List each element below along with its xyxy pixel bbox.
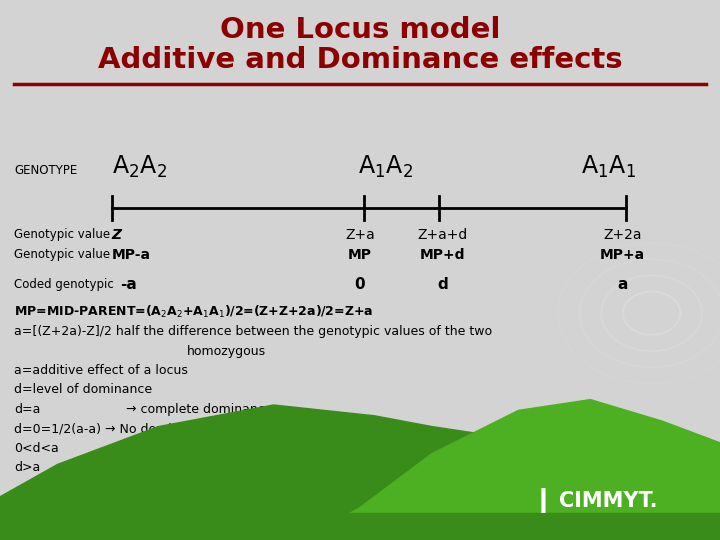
Text: → Overdominance: → Overdominance [126, 461, 240, 474]
Text: A$_1$A$_2$: A$_1$A$_2$ [358, 154, 413, 180]
Text: Genotypic value: Genotypic value [14, 248, 111, 261]
Text: Z+a: Z+a [345, 228, 375, 242]
Text: d=level of dominance: d=level of dominance [14, 383, 153, 396]
Text: d: d [438, 276, 448, 292]
Text: homozygous: homozygous [187, 345, 266, 357]
Polygon shape [0, 513, 720, 540]
Polygon shape [302, 400, 720, 540]
Text: A$_2$A$_2$: A$_2$A$_2$ [112, 154, 166, 180]
Text: CIMMYT.: CIMMYT. [559, 490, 657, 511]
Text: ❙: ❙ [533, 488, 554, 513]
Text: MP-a: MP-a [112, 248, 150, 262]
Text: One Locus model: One Locus model [220, 16, 500, 44]
Text: a=additive effect of a locus: a=additive effect of a locus [14, 364, 188, 377]
Text: A$_1$A$_1$: A$_1$A$_1$ [581, 154, 636, 180]
Text: → Partial dominance: → Partial dominance [126, 442, 253, 455]
Text: a=[(Z+2a)-Z]/2 half the difference between the genotypic values of the two: a=[(Z+2a)-Z]/2 half the difference betwe… [14, 325, 492, 338]
Polygon shape [0, 405, 720, 540]
Text: -a: -a [120, 276, 137, 292]
Text: MP: MP [348, 248, 372, 262]
Text: 0<d<a: 0<d<a [14, 442, 59, 455]
Text: 0: 0 [355, 276, 365, 292]
Text: Genotypic value: Genotypic value [14, 228, 111, 241]
Text: → complete dominance: → complete dominance [126, 403, 272, 416]
Text: a: a [618, 276, 628, 292]
Text: d=a: d=a [14, 403, 41, 416]
Text: MP=MID-PARENT=(A$_2$A$_2$+A$_1$A$_1$)/2=(Z+Z+2a)/2=Z+a: MP=MID-PARENT=(A$_2$A$_2$+A$_1$A$_1$)/2=… [14, 304, 374, 320]
Text: MP+a: MP+a [600, 248, 645, 262]
Text: MP+d: MP+d [420, 248, 466, 262]
Text: d>a: d>a [14, 461, 40, 474]
Text: GENOTYPE: GENOTYPE [14, 164, 78, 177]
Text: Z: Z [112, 228, 122, 242]
Text: d=0=1/2(a-a) → No dominance: d=0=1/2(a-a) → No dominance [14, 422, 210, 435]
Text: Z+a+d: Z+a+d [418, 228, 468, 242]
Text: Additive and Dominance effects: Additive and Dominance effects [98, 46, 622, 75]
Text: Coded genotypic: Coded genotypic [14, 278, 114, 291]
Text: Z+2a: Z+2a [603, 228, 642, 242]
